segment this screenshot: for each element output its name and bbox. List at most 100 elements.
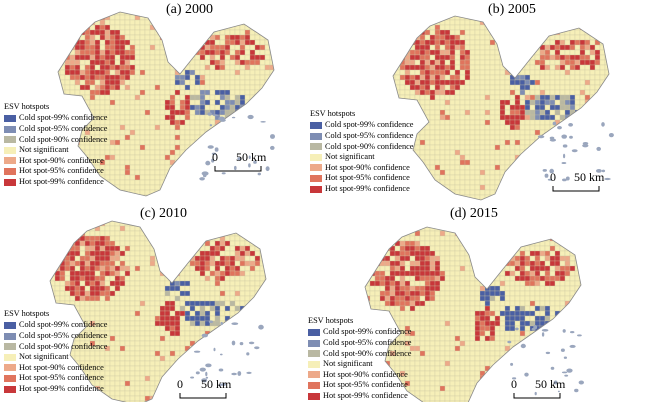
legend-label: Not significant: [323, 359, 373, 369]
map-canvas: [57, 11, 275, 197]
legend: ESV hotspots Cold spot-99% confidence Cold…: [4, 102, 108, 188]
legend-item: Hot spot-99% confidence: [310, 184, 413, 195]
legend-label: Cold spot-99% confidence: [323, 327, 412, 337]
legend-swatch: [4, 364, 16, 372]
legend-item: Hot spot-99% confidence: [308, 391, 411, 402]
legend-swatch: [310, 185, 322, 193]
legend-item: Not significant: [4, 352, 107, 363]
legend-item: Cold spot-99% confidence: [310, 120, 413, 131]
panel-title: (a) 2000: [166, 2, 214, 17]
scale-line: [552, 186, 600, 192]
scale-start-label: 0: [177, 377, 183, 391]
scale-end-label: 50 km: [574, 170, 605, 184]
scale-bar: 0 50 km: [550, 170, 620, 196]
scale-end-label: 50 km: [535, 377, 566, 391]
legend-swatch: [310, 143, 322, 151]
legend-swatch: [308, 392, 320, 400]
region-outline: [364, 226, 582, 402]
legend-swatch: [310, 153, 322, 161]
panel-title: (d) 2015: [450, 206, 498, 221]
legend-swatch: [4, 385, 16, 393]
scale-bar: 0 50 km: [177, 377, 247, 403]
scale-line: [513, 393, 561, 399]
legend-label: Cold spot-95% confidence: [19, 124, 108, 134]
islands: [190, 320, 264, 386]
legend-item: Cold spot-99% confidence: [308, 327, 411, 338]
legend-item: Not significant: [4, 145, 107, 156]
legend-item: Hot spot-99% confidence: [4, 384, 107, 395]
scale-start-label: 0: [550, 170, 556, 184]
legend-item: Hot spot-95% confidence: [310, 173, 413, 184]
map-panel-2005: (b) 2005 ESV hotspots Cold spot-99% confi…: [310, 0, 650, 201]
legend-swatch: [4, 115, 16, 123]
legend-label: Cold spot-90% confidence: [19, 341, 108, 351]
legend-item: Not significant: [310, 152, 413, 163]
legend-label: Cold spot-90% confidence: [19, 134, 108, 144]
legend-label: Hot spot-95% confidence: [19, 166, 104, 176]
legend-swatch: [4, 375, 16, 383]
legend-label: Cold spot-95% confidence: [325, 131, 414, 141]
legend-label: Hot spot-95% confidence: [323, 380, 408, 390]
legend-swatch: [4, 343, 16, 351]
legend-label: Cold spot-99% confidence: [325, 120, 414, 130]
islands: [199, 112, 275, 181]
scale-line: [214, 166, 262, 172]
scale-end-label: 50 km: [236, 150, 267, 164]
legend-title: ESV hotspots: [310, 109, 356, 118]
legend-swatch: [308, 371, 320, 379]
legend-swatch: [4, 353, 16, 361]
legend-label: Not significant: [19, 145, 69, 155]
legend-swatch: [4, 178, 16, 186]
legend-item: Cold spot-95% confidence: [4, 124, 107, 135]
legend-item: Cold spot-90% confidence: [310, 141, 413, 152]
scale-line: [179, 393, 227, 399]
legend-swatch: [308, 329, 320, 337]
legend-item: Hot spot-90% confidence: [310, 163, 413, 174]
legend-title: ESV hotspots: [4, 309, 50, 318]
legend-item: Hot spot-90% confidence: [4, 156, 107, 167]
legend-label: Hot spot-99% confidence: [323, 391, 408, 400]
legend: ESV hotspots Cold spot-99% confidence Cold…: [4, 309, 108, 395]
legend-label: Cold spot-90% confidence: [323, 348, 412, 358]
legend-label: Hot spot-90% confidence: [325, 162, 410, 172]
legend-swatch: [4, 125, 16, 133]
legend-swatch: [4, 322, 16, 330]
legend-title: ESV hotspots: [4, 102, 50, 111]
legend-label: Cold spot-99% confidence: [19, 320, 108, 330]
region-outline: [392, 15, 610, 201]
legend-swatch: [310, 164, 322, 172]
map-canvas: [364, 226, 584, 402]
legend-label: Hot spot-90% confidence: [19, 155, 104, 165]
legend: ESV hotspots Cold spot-99% confidence Cold…: [310, 109, 414, 195]
legend-label: Not significant: [19, 352, 69, 362]
legend-item: Hot spot-99% confidence: [4, 177, 107, 188]
legend-swatch: [4, 332, 16, 340]
legend-swatch: [310, 132, 322, 140]
legend-item: Hot spot-95% confidence: [308, 380, 411, 391]
legend-swatch: [4, 168, 16, 176]
legend-item: Hot spot-95% confidence: [4, 166, 107, 177]
legend: ESV hotspots Cold spot-99% confidence Cold…: [308, 316, 412, 402]
legend-item: Hot spot-90% confidence: [308, 370, 411, 381]
map-panel-2015: (d) 2015 ESV hotspots Cold spot-99% confi…: [308, 201, 650, 402]
legend-label: Hot spot-90% confidence: [323, 369, 408, 379]
scale-start-label: 0: [511, 377, 517, 391]
legend-label: Hot spot-99% confidence: [325, 184, 410, 193]
legend-label: Cold spot-95% confidence: [323, 338, 412, 348]
legend-swatch: [4, 157, 16, 165]
legend-item: Cold spot-90% confidence: [4, 341, 107, 352]
legend-label: Cold spot-90% confidence: [325, 141, 414, 151]
panel-title: (c) 2010: [140, 206, 188, 221]
region-outline: [57, 11, 275, 197]
scale-bar: 0 50 km: [212, 150, 282, 176]
legend-item: Cold spot-90% confidence: [308, 348, 411, 359]
legend-item: Not significant: [308, 359, 411, 370]
legend-label: Cold spot-99% confidence: [19, 113, 108, 123]
legend-item: Cold spot-90% confidence: [4, 134, 107, 145]
legend-item: Cold spot-99% confidence: [4, 320, 107, 331]
map-canvas: [392, 15, 614, 201]
legend-label: Cold spot-95% confidence: [19, 331, 108, 341]
panel-title: (b) 2005: [488, 2, 536, 17]
islands: [537, 121, 614, 182]
legend-label: Not significant: [325, 152, 375, 162]
